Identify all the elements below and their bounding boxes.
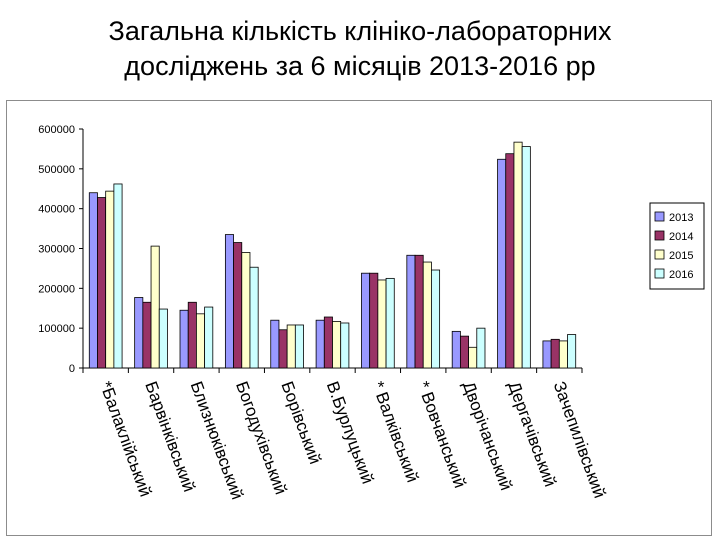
bar-2013-6 [315,319,325,369]
category-label: В.Бурлуцький [323,379,378,487]
legend-label-2016: 2016 [669,269,693,281]
category-label: Дергачівський [504,379,560,489]
y-tick-label: 600000 [38,124,75,136]
title-line-1: Загальна кількість клініко-лабораторних [108,16,612,46]
y-tick-label: 100000 [38,323,75,335]
bar-2016-7 [385,277,395,369]
bar-2013-7 [361,272,371,369]
bar-2014-2 [142,301,152,369]
legend-label-2014: 2014 [669,231,693,243]
y-tick-label: 0 [69,363,75,375]
legend-swatch-2016 [654,268,665,279]
y-tick-label: 500000 [38,164,75,176]
bar-2014-3 [187,301,197,369]
bar-2014-4 [233,242,243,369]
bar-2016-3 [204,306,214,369]
bar-2014-10 [505,153,515,369]
bar-2015-4 [241,252,251,369]
category-label: * Валківський [368,379,422,485]
bar-2016-6 [340,322,350,369]
bar-2013-3 [179,309,189,369]
bar-2013-5 [270,319,280,369]
bar-2014-9 [459,335,469,369]
bar-2014-11 [550,338,560,369]
bar-2016-5 [294,324,304,369]
bar-2013-8 [406,254,416,369]
legend-swatch-2014 [654,230,665,241]
y-tick-label: 300000 [38,244,75,256]
category-label: * Вовчанський [413,379,469,491]
bar-2015-9 [468,346,478,369]
bar-2014-7 [369,272,379,369]
bar-2016-10 [521,146,531,369]
bar-2016-4 [249,266,259,369]
bar-2015-6 [332,320,342,369]
bar-2015-8 [422,261,432,369]
bar-2013-11 [542,340,552,369]
bar-2015-5 [286,324,296,369]
y-tick-label: 200000 [38,283,75,295]
y-tick-label: 400000 [38,204,75,216]
slide-title: Загальна кількість клініко-лабораторних … [0,14,720,84]
title-line-2: досліджень за 6 місяців 2013-2016 рр [124,51,596,81]
bar-2016-8 [431,269,441,369]
bar-2015-3 [196,313,206,369]
category-label: Борівський [277,379,324,467]
bar-2015-1 [105,190,115,369]
bar-2013-1 [88,192,98,369]
bar-2016-9 [476,327,486,369]
legend-label-2015: 2015 [669,250,693,262]
bar-2014-1 [97,197,107,369]
bar-2013-4 [224,234,234,369]
bar-2015-2 [150,245,160,369]
legend-swatch-2015 [654,249,665,260]
bar-2014-6 [323,316,333,369]
bar-2016-11 [567,334,577,369]
bar-2016-2 [158,308,168,369]
bar-2015-10 [513,141,523,369]
legend-label-2013: 2013 [669,212,693,224]
chart-frame [6,100,712,536]
bar-2013-9 [451,330,461,369]
bar-2013-10 [497,158,507,369]
bar-2014-8 [414,254,424,369]
legend-swatch-2013 [654,211,665,222]
bar-2016-1 [113,183,123,369]
bar-2014-5 [278,329,288,369]
bar-2013-2 [134,297,144,369]
bar-2015-11 [558,340,568,369]
bar-2015-7 [377,279,387,369]
